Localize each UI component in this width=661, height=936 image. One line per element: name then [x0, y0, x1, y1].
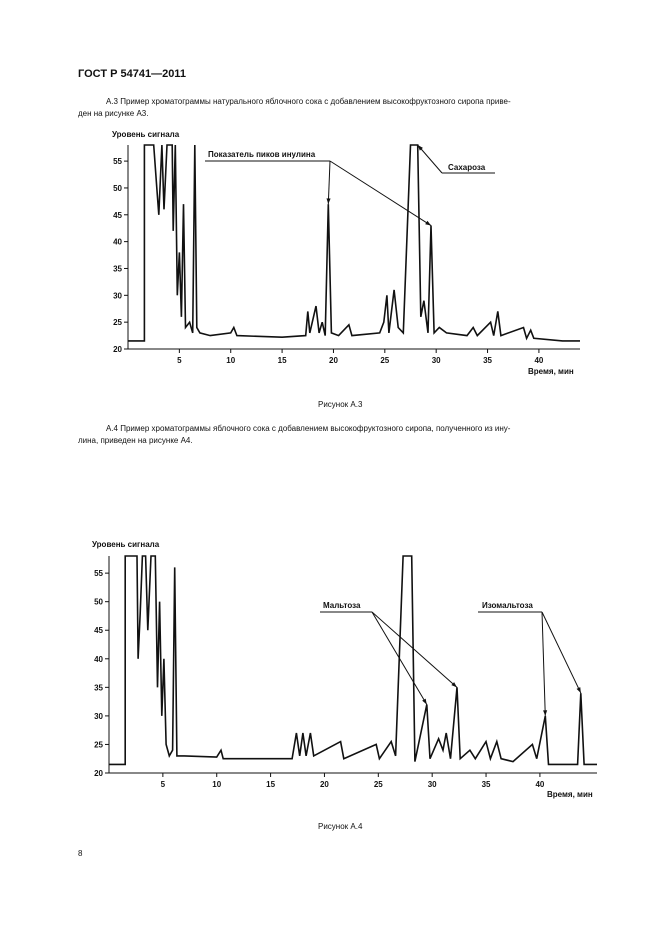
y-tick-label: 55	[113, 157, 122, 166]
x-tick-label: 30	[432, 356, 441, 365]
header: ГОСТ Р 54741—2011	[78, 68, 186, 80]
y-tick-label: 35	[113, 264, 122, 273]
y-axis-label: Уровень сигнала	[112, 130, 180, 139]
paragraph-line: ден на рисунке А3.	[78, 109, 148, 118]
y-tick-label: 40	[113, 238, 122, 247]
x-tick-label: 15	[266, 780, 275, 789]
x-tick-label: 40	[534, 356, 543, 365]
paragraph-line: лина, приведен на рисунке А4.	[78, 436, 193, 445]
paragraph-line: А.3 Пример хроматограммы натурального яб…	[106, 97, 511, 106]
annotation-arrow	[371, 611, 458, 688]
x-axis-label: Время, мин	[528, 367, 574, 376]
x-tick-label: 20	[329, 356, 338, 365]
x-tick-label: 25	[380, 356, 389, 365]
y-tick-label: 35	[94, 683, 103, 692]
x-tick-label: 5	[177, 356, 182, 365]
paragraph-line: А.4 Пример хроматограммы яблочного сока …	[106, 424, 511, 433]
x-tick-label: 10	[212, 780, 221, 789]
caption: Рисунок А.3	[318, 400, 363, 409]
y-tick-label: 20	[94, 769, 103, 778]
x-tick-label: 30	[428, 780, 437, 789]
annotation-arrow	[541, 611, 546, 716]
page-number: 8	[78, 849, 83, 858]
annotation-arrow	[417, 144, 443, 174]
arrow-head	[543, 710, 548, 716]
x-tick-label: 35	[482, 780, 491, 789]
x-tick-label: 15	[278, 356, 287, 365]
y-tick-label: 30	[113, 291, 122, 300]
x-tick-label: 40	[535, 780, 544, 789]
y-tick-label: 55	[94, 569, 103, 578]
arrow-head	[451, 682, 457, 688]
y-tick-label: 20	[113, 345, 122, 354]
x-tick-label: 25	[374, 780, 383, 789]
y-tick-label: 50	[113, 184, 122, 193]
chromatogram-line	[128, 144, 580, 342]
y-tick-label: 25	[94, 740, 103, 749]
arrow-head	[326, 198, 331, 205]
annotation-label: Мальтоза	[323, 601, 361, 610]
y-tick-label: 25	[113, 318, 122, 327]
x-tick-label: 20	[320, 780, 329, 789]
arrow-head	[417, 145, 423, 151]
arrow-head	[576, 687, 581, 694]
y-tick-label: 45	[113, 211, 122, 220]
annotation-label: Изомальтоза	[482, 601, 533, 610]
annotation-label: Сахароза	[448, 163, 486, 172]
arrow-head	[422, 698, 427, 705]
x-tick-label: 35	[483, 356, 492, 365]
annotation-arrow	[327, 160, 331, 205]
chromatogram-line	[109, 555, 597, 766]
x-axis-label: Время, мин	[547, 790, 593, 799]
x-tick-label: 10	[226, 356, 235, 365]
y-tick-label: 45	[94, 626, 103, 635]
y-axis-label: Уровень сигнала	[92, 540, 160, 549]
y-tick-label: 50	[94, 598, 103, 607]
annotation-arrow	[541, 611, 582, 694]
annotation-label: Показатель пиков инулина	[208, 150, 316, 159]
arrow-head	[425, 220, 432, 226]
y-tick-label: 30	[94, 712, 103, 721]
annotation-arrow	[371, 611, 428, 705]
caption: Рисунок А.4	[318, 822, 363, 831]
annotation-arrow	[329, 160, 432, 226]
y-tick-label: 40	[94, 655, 103, 664]
x-tick-label: 5	[161, 780, 166, 789]
